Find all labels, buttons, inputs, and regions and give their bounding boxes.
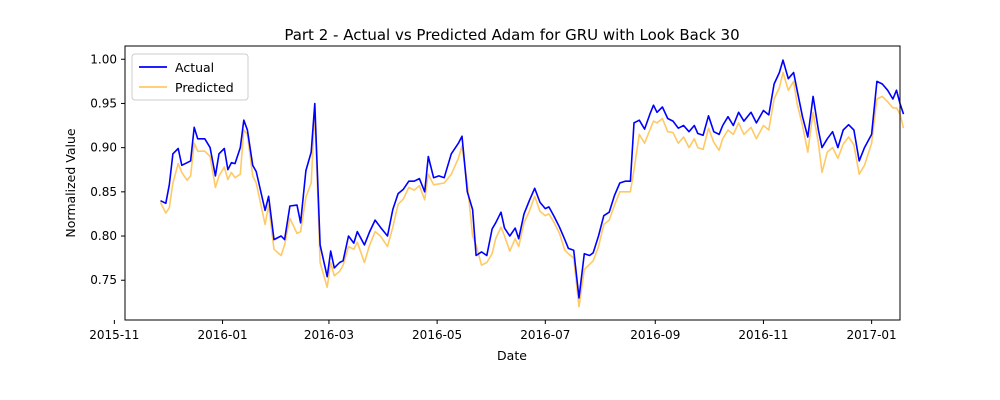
y-axis-label: Normalized Value [63, 128, 78, 237]
legend-label-predicted: Predicted [175, 80, 234, 95]
x-tick-label: 2016-07 [520, 328, 570, 342]
series-line-predicted [159, 71, 905, 308]
legend: Actual Predicted [131, 53, 249, 101]
series-layer [159, 59, 905, 308]
x-tick-label: 2016-09 [630, 328, 680, 342]
y-tick-label: 0.80 [90, 229, 117, 243]
y-tick-label: 0.95 [90, 96, 117, 110]
plot-frame [124, 45, 901, 321]
x-tick-label: 2016-05 [412, 328, 462, 342]
plot-area [124, 45, 905, 321]
legend-label-actual: Actual [175, 60, 214, 75]
x-axis: 2015-11 2016-01 2016-03 2016-05 2016-07 2016-… [89, 320, 897, 342]
y-tick-label: 0.75 [90, 273, 117, 287]
x-tick-label: 2016-01 [197, 328, 247, 342]
x-tick-label: 2016-11 [738, 328, 788, 342]
x-axis-label: Date [497, 348, 527, 363]
y-tick-label: 0.85 [90, 185, 117, 199]
series-line-actual [160, 59, 905, 299]
chart-title: Part 2 - Actual vs Predicted Adam for GR… [284, 26, 739, 44]
legend-box [131, 53, 249, 101]
x-tick-label: 2015-11 [89, 328, 139, 342]
y-axis: 0.75 0.80 0.85 0.90 0.95 1.00 [90, 52, 125, 287]
y-tick-label: 0.90 [90, 141, 117, 155]
y-tick-label: 1.00 [90, 52, 117, 66]
x-tick-label: 2017-01 [847, 328, 897, 342]
x-tick-label: 2016-03 [304, 328, 354, 342]
